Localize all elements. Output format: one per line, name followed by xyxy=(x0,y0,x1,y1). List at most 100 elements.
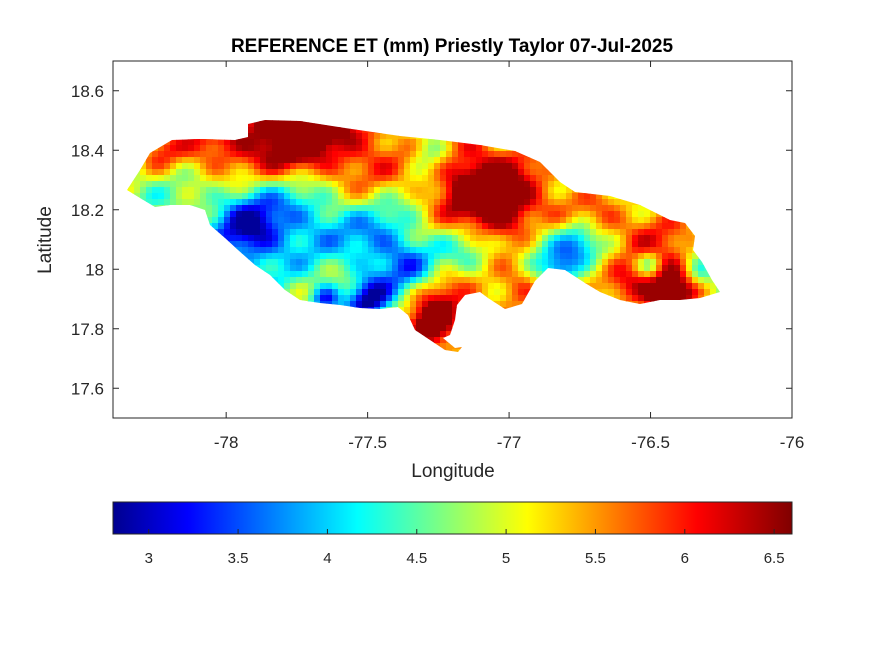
heatmap-cell xyxy=(176,151,183,158)
heatmap-cell xyxy=(530,349,537,352)
heatmap-cell xyxy=(140,211,147,218)
heatmap-cell xyxy=(230,349,237,352)
heatmap-cell xyxy=(626,295,633,302)
heatmap-cell xyxy=(722,127,729,134)
heatmap-cell xyxy=(200,313,207,320)
colorbar-gradient xyxy=(112,501,793,535)
heatmap-cell xyxy=(644,295,651,302)
heatmap-cell xyxy=(206,205,213,212)
heatmap-cell xyxy=(127,337,129,344)
heatmap-cell xyxy=(398,157,405,164)
heatmap-cell xyxy=(554,253,561,260)
heatmap-cell xyxy=(704,217,711,224)
heatmap-cell xyxy=(620,193,627,200)
heatmap-cell xyxy=(614,295,621,302)
heatmap-cell xyxy=(644,247,651,254)
heatmap-cell xyxy=(662,223,669,230)
heatmap-cell xyxy=(140,205,147,212)
heatmap-cell xyxy=(176,229,183,236)
heatmap-cell xyxy=(698,289,705,296)
heatmap-cell xyxy=(332,163,339,170)
heatmap-cell xyxy=(188,289,195,296)
heatmap-cell xyxy=(632,139,639,146)
heatmap-cell xyxy=(296,241,303,248)
heatmap-cell xyxy=(566,133,573,140)
heatmap-cell xyxy=(254,205,261,212)
heatmap-cell xyxy=(632,277,639,284)
heatmap-cell xyxy=(710,295,717,302)
heatmap-cell xyxy=(428,331,435,338)
heatmap-cell xyxy=(200,343,207,350)
heatmap-cell xyxy=(296,289,303,296)
heatmap-cell xyxy=(464,349,471,352)
heatmap-cell xyxy=(308,325,315,332)
heatmap-cell xyxy=(188,175,195,182)
heatmap-cell xyxy=(722,169,729,176)
heatmap-cell xyxy=(218,253,225,260)
heatmap-cell xyxy=(332,277,339,284)
heatmap-cell xyxy=(194,139,201,146)
heatmap-cell xyxy=(458,259,465,266)
heatmap-cell xyxy=(266,145,273,152)
heatmap-cell xyxy=(230,265,237,272)
heatmap-cell xyxy=(404,307,411,314)
heatmap-cell xyxy=(440,223,447,230)
heatmap-cell xyxy=(314,301,321,308)
heatmap-cell xyxy=(362,205,369,212)
heatmap-cell xyxy=(146,277,153,284)
heatmap-cell xyxy=(518,325,525,332)
heatmap-cell xyxy=(722,277,729,284)
heatmap-cell xyxy=(470,211,477,218)
heatmap-cell xyxy=(284,175,291,182)
heatmap-cell xyxy=(236,211,243,218)
heatmap-cell xyxy=(560,127,567,134)
heatmap-cell xyxy=(176,187,183,194)
heatmap-cell xyxy=(602,193,609,200)
heatmap-cell xyxy=(278,349,285,352)
heatmap-cell xyxy=(518,157,525,164)
heatmap-cell xyxy=(560,169,567,176)
heatmap-cell xyxy=(578,319,585,326)
heatmap-cell xyxy=(722,271,729,278)
heatmap-cell xyxy=(278,241,285,248)
heatmap-cell xyxy=(662,157,669,164)
heatmap-cell xyxy=(248,301,255,308)
heatmap-cell xyxy=(566,241,573,248)
heatmap-cell xyxy=(632,295,639,302)
heatmap-cell xyxy=(518,133,525,140)
heatmap-cell xyxy=(320,157,327,164)
heatmap-cell xyxy=(134,169,141,176)
heatmap-cell xyxy=(500,120,507,122)
heatmap-cell xyxy=(182,289,189,296)
heatmap-cell xyxy=(548,253,555,260)
heatmap-cell xyxy=(398,349,405,352)
heatmap-cell xyxy=(314,307,321,314)
heatmap-cell xyxy=(536,175,543,182)
heatmap-cell xyxy=(572,295,579,302)
heatmap-cell xyxy=(158,343,165,350)
heatmap-cell xyxy=(500,277,507,284)
heatmap-cell xyxy=(506,193,513,200)
heatmap-cell xyxy=(638,151,645,158)
heatmap-cell xyxy=(308,139,315,146)
heatmap-cell xyxy=(398,193,405,200)
heatmap-cell xyxy=(596,313,603,320)
heatmap-cell xyxy=(620,325,627,332)
heatmap-cell xyxy=(506,277,513,284)
heatmap-cell xyxy=(266,325,273,332)
heatmap-cell xyxy=(530,283,537,290)
heatmap-cell xyxy=(386,139,393,146)
heatmap-cell xyxy=(482,235,489,242)
heatmap-cell xyxy=(662,145,669,152)
heatmap-cell xyxy=(272,247,279,254)
heatmap-cell xyxy=(704,199,711,206)
heatmap-cell xyxy=(530,307,537,314)
heatmap-cell xyxy=(224,325,231,332)
heatmap-cell xyxy=(710,241,717,248)
heatmap-cell xyxy=(338,127,345,134)
heatmap-cell xyxy=(236,157,243,164)
heatmap-cell xyxy=(314,337,321,344)
heatmap-cell xyxy=(626,223,633,230)
heatmap-cell xyxy=(206,241,213,248)
heatmap-cell xyxy=(590,259,597,266)
